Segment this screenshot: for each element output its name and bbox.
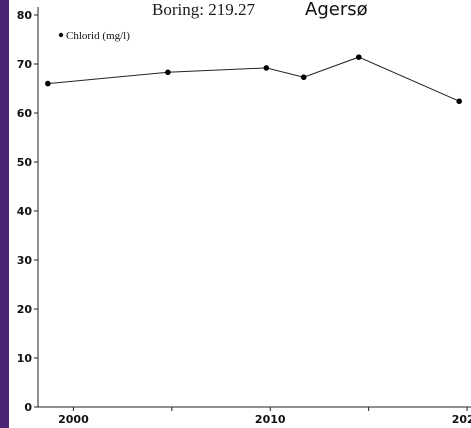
y-tick-label: 60 [17,107,33,120]
y-tick-label: 40 [17,205,33,218]
legend: Chlorid (mg/l) [58,30,130,42]
legend-marker [58,32,64,38]
axes: 0 10 20 30 40 50 60 70 80 2000 2010 2020 [17,7,471,426]
chart-title: Boring: 219.27 Agersø [0,0,471,30]
y-tick-label: 50 [17,156,33,169]
data-point [356,54,362,60]
data-point [45,80,51,87]
y-tick-label: 70 [17,58,33,71]
series-line [47,56,460,102]
y-tick-label: 20 [17,303,33,316]
legend-label: Chlorid (mg/l) [66,30,130,42]
series-group [45,54,462,105]
y-tick-label: 80 [17,9,33,22]
x-tick-label: 2000 [58,413,89,426]
data-point [263,65,270,71]
y-tick-label: 10 [17,352,33,365]
x-tick-label: 2020 [452,413,471,426]
data-point [300,74,307,81]
data-point [165,69,171,76]
x-tick-label: 2010 [255,413,286,426]
data-point [456,98,462,105]
y-tick-label: 30 [17,254,33,267]
title-boring: Boring: 219.27 [152,0,255,19]
left-accent-bar [0,0,9,428]
y-tick-label: 0 [24,401,32,414]
title-place: Agersø [305,0,368,20]
